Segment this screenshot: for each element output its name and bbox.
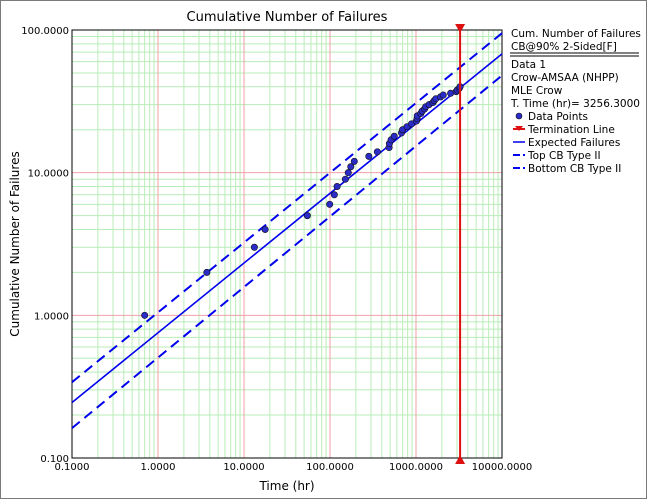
termination-line	[455, 24, 466, 464]
data-point	[350, 157, 358, 165]
major-grid	[71, 29, 503, 459]
legend-method: MLE Crow	[511, 85, 563, 97]
data-point	[439, 91, 447, 99]
data-point	[341, 175, 349, 183]
data-point	[333, 182, 341, 190]
y-tick-label: 100.0000	[21, 26, 69, 37]
chart-title: Cumulative Number of Failures	[187, 10, 388, 25]
legend-termination-arrow-icon	[515, 126, 523, 131]
y-tick-label: 0.100	[40, 454, 69, 465]
legend-subheader: CB@90% 2-Sided[F]	[511, 41, 617, 53]
data-point	[326, 200, 334, 208]
minor-grid	[72, 30, 502, 458]
fit-lines	[71, 32, 503, 429]
x-tick-label: 100.0000	[306, 462, 354, 473]
y-tick-labels: 0.100 1.0000 10.0000 100.0000	[21, 26, 69, 465]
data-point	[303, 212, 311, 220]
data-point	[261, 225, 269, 233]
x-tick-labels: 0.1000 1.0000 10.0000 100.0000 1000.0000 1000…	[55, 462, 533, 473]
x-tick-label: 1.0000	[141, 462, 176, 473]
bottom-cb-line	[71, 74, 503, 429]
legend-data-label: Data 1	[511, 59, 546, 71]
data-point	[365, 152, 373, 160]
data-point	[250, 243, 258, 251]
data-point	[203, 268, 211, 276]
legend-data-points-marker	[515, 112, 523, 120]
x-tick-label: 0.1000	[55, 462, 90, 473]
legend-termination-time: T. Time (hr)= 3256.3000	[510, 98, 640, 110]
data-point	[347, 163, 355, 171]
legend-entry-top-cb: Top CB Type II	[527, 150, 601, 162]
data-point	[390, 132, 398, 140]
x-tick-label: 10.0000	[223, 462, 264, 473]
data-point	[330, 191, 338, 199]
legend-entry-expected: Expected Failures	[528, 137, 620, 149]
top-cb-line	[71, 32, 503, 383]
expected-failures-line	[71, 53, 503, 404]
y-tick-label: 1.0000	[34, 311, 69, 322]
x-tick-label: 1000.0000	[389, 462, 443, 473]
data-points	[141, 83, 464, 319]
x-tick-label: 10000.0000	[472, 462, 532, 473]
legend-entry-data-points: Data Points	[528, 111, 588, 123]
legend-entry-termination: Termination Line	[527, 124, 615, 136]
termination-top-arrow-icon	[455, 24, 466, 33]
termination-bottom-arrow-icon	[455, 455, 466, 464]
x-axis-label: Time (hr)	[258, 479, 314, 493]
data-point	[373, 148, 381, 156]
legend: Cum. Number of Failures CB@90% 2-Sided[F…	[510, 28, 641, 175]
legend-entry-bottom-cb: Bottom CB Type II	[528, 163, 621, 175]
y-axis-label: Cumulative Number of Failures	[8, 151, 22, 336]
legend-model: Crow-AMSAA (NHPP)	[511, 72, 619, 84]
plot-area-border	[71, 29, 503, 459]
legend-header: Cum. Number of Failures	[511, 28, 641, 40]
data-point	[344, 169, 352, 177]
data-point	[141, 311, 149, 319]
y-tick-label: 10.0000	[28, 169, 69, 180]
